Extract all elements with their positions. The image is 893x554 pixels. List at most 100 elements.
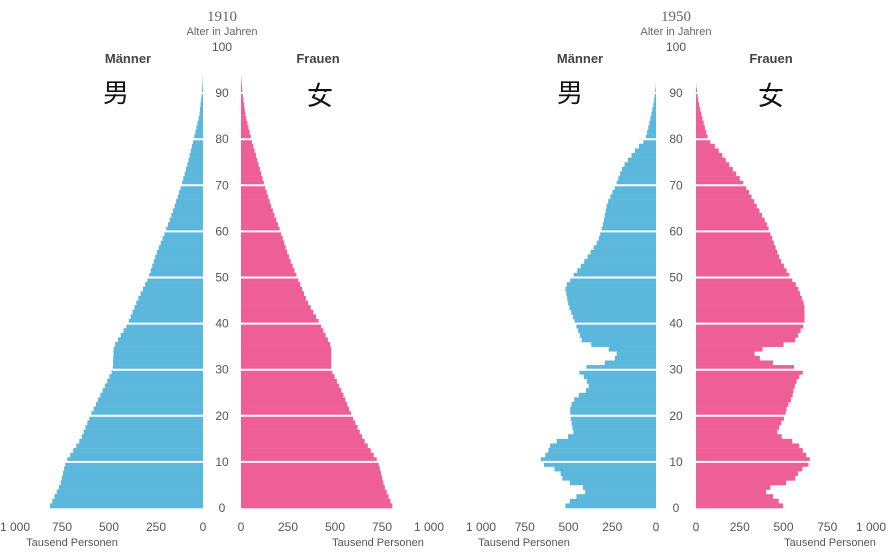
male-bar-age-25 [102,388,203,394]
x-unit-label-right: Tausend Personen [332,537,424,549]
female-bar-age-20 [241,411,351,417]
male-bar-age-17 [85,425,203,430]
male-bar-age-18 [571,420,656,426]
female-bar-age-18 [241,420,356,426]
female-bar-age-37 [241,332,326,338]
male-bar-age-74 [624,162,656,168]
male-bar-age-48 [145,282,203,288]
female-bar-age-51 [696,268,787,274]
age-tick-50: 50 [669,271,683,285]
x-tick-left: 250 [146,520,166,534]
female-bar-age-53 [696,259,782,264]
female-bar-age-16 [696,429,778,435]
male-bar-age-55 [590,249,656,255]
male-bar-age-67 [177,194,203,200]
male-bar-age-28 [109,374,203,380]
female-bar-age-86 [241,106,245,112]
female-bar-age-55 [696,249,778,255]
female-bar-age-29 [241,369,333,375]
male-bar-age-53 [584,259,656,264]
female-bar-age-11 [696,452,807,458]
female-bar-age-63 [241,212,275,218]
female-bar-age-57 [696,240,774,246]
age-tick-10: 10 [669,455,683,469]
female-bar-age-40 [696,318,805,324]
male-bar-age-8 [64,466,204,472]
age-tick-30: 30 [669,363,683,377]
pyramid-1950: 1950 Alter in Jahren Männer Frauen 男 女 0… [456,9,893,549]
female-bar-age-56 [696,245,776,251]
female-bar-age-51 [241,268,295,274]
male-bar-age-89 [654,93,656,99]
male-bar-age-5 [569,480,656,486]
male-bar-age-43 [134,305,203,311]
male-bar-age-66 [608,199,656,205]
male-label: Männer [105,51,151,66]
male-bar-age-6 [61,475,204,481]
female-bar-age-11 [241,452,374,458]
female-bar-age-73 [696,166,733,172]
female-bar-age-69 [241,185,266,191]
male-bar-age-13 [550,443,656,449]
female-bar-age-48 [241,282,301,288]
male-bar-age-81 [647,129,656,135]
male-bar-age-26 [104,383,203,389]
female-bar-age-33 [241,351,332,357]
female-bar-age-32 [241,355,332,361]
female-bar-age-30 [241,365,332,370]
female-bar-age-84 [696,116,703,122]
female-bar-age-79 [241,139,252,145]
male-bar-age-38 [123,328,203,334]
female-bar-age-41 [241,314,317,320]
male-bar-age-63 [604,212,656,218]
female-bar-age-7 [241,471,382,477]
female-bar-age-45 [696,295,802,301]
male-bar-age-60 [601,226,656,232]
male-bar-age-57 [596,240,656,246]
male-bar-age-27 [107,378,203,384]
female-bar-age-83 [241,120,248,126]
male-bar-age-50 [149,272,203,278]
female-bar-age-49 [696,277,793,283]
age-tick-60: 60 [669,224,683,238]
male-bar-age-77 [190,148,203,154]
age-tick-20: 20 [215,409,229,423]
male-bar-age-68 [612,189,656,195]
female-bar-age-35 [696,342,784,347]
female-bar-age-54 [696,254,780,260]
female-bar-age-9 [241,461,379,467]
male-bar-age-11 [70,452,203,458]
male-bar-age-77 [635,148,656,154]
female-bar-age-89 [696,93,698,99]
male-bar-age-45 [567,295,656,301]
female-bar-age-62 [241,217,277,223]
female-bar-age-63 [696,212,763,218]
female-bar-age-3 [241,489,387,495]
female-bar-age-61 [696,222,767,228]
male-bar-age-33 [113,351,203,357]
female-bar-age-66 [696,199,755,205]
female-bar-age-68 [696,189,749,195]
male-bar-age-32 [113,355,203,361]
female-bars [241,74,393,509]
male-bar-age-10 [67,457,203,463]
male-bar-age-19 [570,415,656,421]
female-bar-age-26 [696,383,795,389]
female-bar-age-35 [241,342,331,347]
female-bar-age-15 [241,434,363,440]
male-bar-age-40 [128,318,203,324]
male-bar-age-15 [568,434,656,440]
male-bar-age-63 [171,212,203,218]
male-bar-age-46 [140,291,203,297]
female-bar-age-59 [696,231,771,237]
male-bar-age-54 [587,254,656,260]
x-unit-label-left: Tausend Personen [478,537,570,549]
female-bar-age-89 [241,93,243,99]
age-tick-90: 90 [215,86,229,100]
male-bar-age-64 [605,208,656,214]
female-bar-age-6 [696,475,796,481]
male-bar-age-37 [579,332,656,338]
age-tick-40: 40 [669,317,683,331]
female-bar-age-37 [696,332,798,338]
male-bar-age-54 [155,254,203,260]
